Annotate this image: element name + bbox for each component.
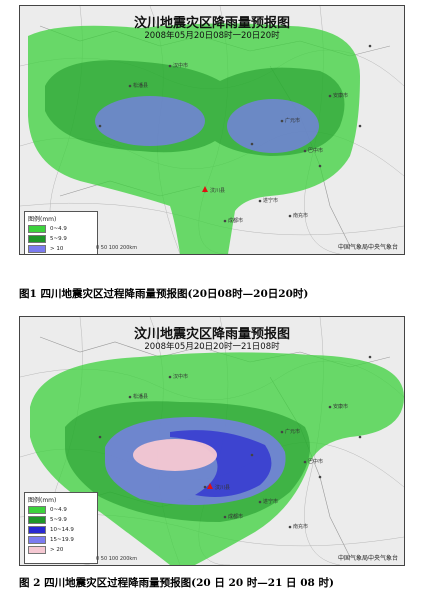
map-2-legend-item: 0~4.9 — [28, 506, 94, 514]
svg-text:汉中市: 汉中市 — [173, 62, 188, 69]
figure-1-caption: 图1 四川地震灾区过程降雨量预报图(20日08时—20日20时) — [19, 288, 309, 300]
svg-text:安康市: 安康市 — [333, 403, 348, 410]
figure-2-caption: 图 2 四川地震灾区过程降雨量预报图(20 日 20 时—21 日 08 时) — [19, 577, 334, 589]
svg-text:广元市: 广元市 — [285, 428, 300, 435]
map-2-legend-title: 图例(mm) — [28, 497, 57, 504]
map-1-legend-item: > 10 — [28, 245, 94, 253]
legend-swatch — [28, 546, 46, 554]
legend-label: 15~19.9 — [50, 537, 74, 543]
map-1-time-range: 2008年05月20日08时一20日20时 — [144, 31, 280, 41]
map-2-scale-bar: 0 50 100 200km — [96, 556, 138, 562]
svg-text:广元市: 广元市 — [285, 117, 300, 124]
svg-text:巴中市: 巴中市 — [308, 458, 323, 465]
legend-label: 0~4.9 — [50, 507, 67, 513]
map-2-legend: 图例(mm) 0~4.9 5~9.9 10~14.9 15~19.9 > 20 — [24, 492, 98, 564]
legend-label: 0~4.9 — [50, 226, 67, 232]
legend-swatch — [28, 506, 46, 514]
legend-label: 5~9.9 — [50, 236, 67, 242]
map-1-legend-item: 0~4.9 — [28, 225, 94, 233]
svg-text:南充市: 南充市 — [293, 212, 308, 219]
map-1-legend: 图例(mm) 0~4.9 5~9.9 > 10 — [24, 211, 98, 254]
legend-swatch — [28, 516, 46, 524]
legend-label: 5~9.9 — [50, 517, 67, 523]
legend-label: 10~14.9 — [50, 527, 74, 533]
svg-text:南充市: 南充市 — [293, 523, 308, 530]
svg-text:汉中市: 汉中市 — [173, 373, 188, 380]
map-2-credit: 中国气象局中央气象台 — [337, 555, 398, 562]
legend-swatch — [28, 536, 46, 544]
map-1-legend-item: 5~9.9 — [28, 235, 94, 243]
rain-forecast-map-2: 汶川县 成都市 广元市 巴中市 遂宁市 南充市 松潘县 汉中市 安康市 汶川地震… — [19, 316, 405, 566]
svg-text:安康市: 安康市 — [333, 92, 348, 99]
map-1-title: 汶川地震灾区降雨量预报图 — [133, 16, 290, 31]
legend-swatch — [28, 526, 46, 534]
svg-text:遂宁市: 遂宁市 — [263, 197, 278, 204]
map-2-legend-item: 5~9.9 — [28, 516, 94, 524]
legend-label: > 20 — [50, 547, 64, 553]
map-1-legend-title: 图例(mm) — [28, 216, 57, 223]
map-1-credit: 中国气象局中央气象台 — [337, 244, 398, 251]
map-2-legend-item: 10~14.9 — [28, 526, 94, 534]
map-2-title: 汶川地震灾区降雨量预报图 — [133, 327, 290, 342]
svg-text:松潘县: 松潘县 — [133, 82, 148, 89]
map-2-legend-item: > 20 — [28, 546, 94, 554]
rain-forecast-map-1: 汶川县 成都市 广元市 巴中市 遂宁市 南充市 松潘县 汉中市 安康市 汶川地震… — [19, 5, 405, 255]
svg-text:成都市: 成都市 — [228, 513, 243, 520]
map-1-scale-bar: 0 50 100 200km — [96, 245, 138, 251]
svg-text:汶川县: 汶川县 — [210, 187, 225, 194]
map-2-legend-item: 15~19.9 — [28, 536, 94, 544]
legend-swatch — [28, 235, 46, 243]
legend-swatch — [28, 225, 46, 233]
svg-text:巴中市: 巴中市 — [308, 147, 323, 154]
svg-text:松潘县: 松潘县 — [133, 393, 148, 400]
map-2-canvas: 汶川县 成都市 广元市 巴中市 遂宁市 南充市 松潘县 汉中市 安康市 — [20, 317, 404, 565]
legend-swatch — [28, 245, 46, 253]
map-2-time-range: 2008年05月20日20时一21日08时 — [144, 342, 280, 352]
svg-text:遂宁市: 遂宁市 — [263, 498, 278, 505]
legend-label: > 10 — [50, 246, 64, 252]
svg-text:成都市: 成都市 — [228, 217, 243, 224]
svg-text:汶川县: 汶川县 — [215, 484, 230, 491]
